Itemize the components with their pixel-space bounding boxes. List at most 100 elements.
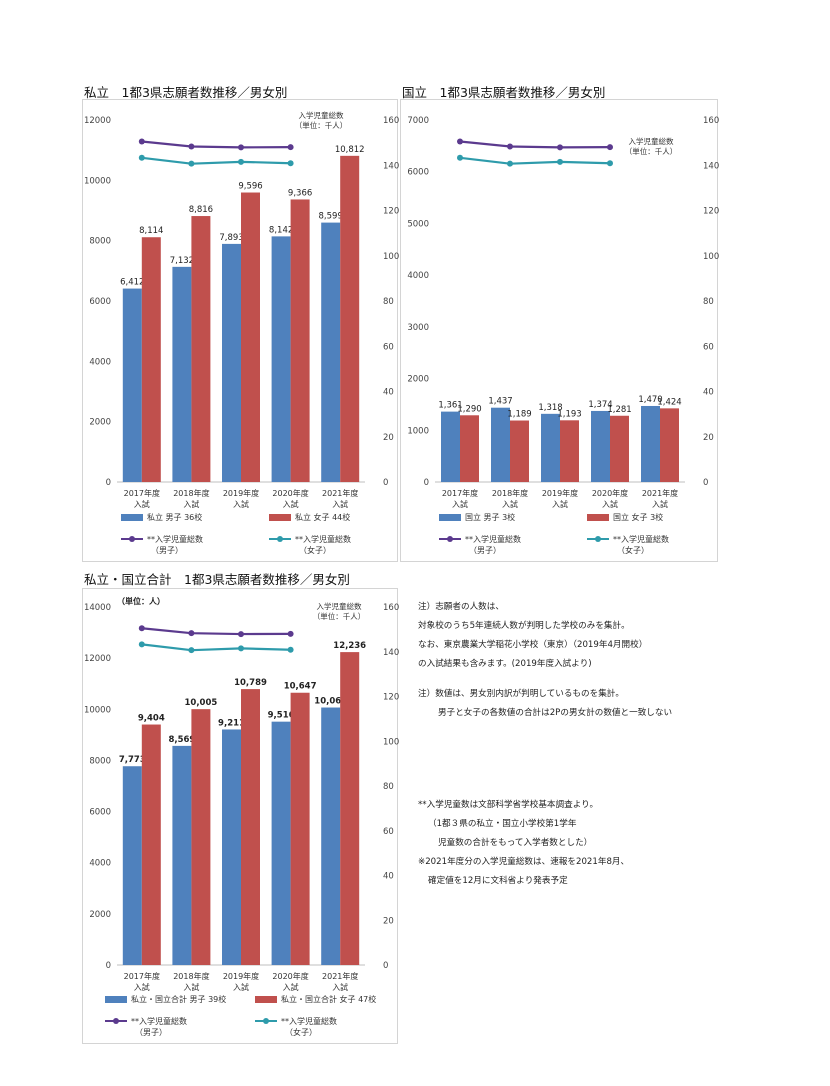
y-tick-label: 2000 [407, 375, 429, 385]
male-bar [271, 721, 291, 965]
x-tick-label: 2018年度 [173, 488, 209, 498]
male-total-point [607, 144, 613, 151]
y2-tick-label: 120 [383, 693, 399, 703]
male-bar [271, 236, 291, 482]
male-bar [321, 222, 341, 482]
y2-axis-label: （単位：千人） [625, 146, 678, 156]
male-total-point [138, 625, 145, 632]
female-bar [141, 724, 161, 965]
female-bar [191, 216, 211, 482]
x-tick-label: 2021年度 [642, 488, 678, 498]
legend-line-label: **入学児童総数 [295, 534, 351, 544]
bar-data-label: 10,005 [184, 698, 217, 708]
legend-line-label: **入学児童総数 [131, 1016, 187, 1026]
bar-data-label: 1,437 [488, 397, 512, 407]
female-bar [290, 692, 310, 965]
female-total-point [238, 158, 244, 165]
private-chart-title: 私立 1都3県志願者数推移／男女別 [84, 85, 288, 100]
female-bar [241, 689, 260, 965]
x-tick-label: 入試 [233, 982, 249, 992]
bar-data-label: 8,816 [189, 205, 213, 215]
legend-male-swatch [105, 996, 127, 1003]
y-tick-label: 3000 [407, 323, 429, 333]
legend-female-marker [595, 536, 601, 542]
y2-tick-label: 60 [383, 342, 394, 352]
bar-data-label: 8,142 [269, 225, 293, 235]
y2-tick-label: 160 [383, 603, 399, 613]
legend-male-label: 私立・国立合計 男子 39校 [131, 994, 226, 1004]
y2-tick-label: 40 [383, 872, 394, 882]
combined-chart: 0 2000 4000 6000 8000 10000 12000 14000 0 20 40 60 8… [84, 596, 399, 1037]
y-tick-label: 10000 [84, 705, 111, 715]
bar-data-label: 9,596 [238, 182, 262, 192]
male-bar [222, 729, 241, 965]
y2-tick-label: 120 [383, 207, 399, 217]
female-bar [510, 420, 529, 482]
female-total-point [457, 154, 463, 161]
bar-data-label: 1,193 [557, 409, 581, 419]
legend-female-swatch [269, 514, 291, 521]
male-total-point [507, 143, 513, 150]
legend-male-label: 国立 男子 3校 [465, 512, 515, 522]
legend-male-swatch [439, 514, 461, 521]
y-tick-label: 12000 [84, 116, 111, 126]
bar-data-label: 1,374 [588, 400, 612, 410]
private-chart: 0 2000 4000 6000 8000 10000 12000 0 20 40 60 80 100 1… [84, 110, 399, 555]
y-tick-label: 4000 [407, 271, 429, 281]
y-tick-label: 7000 [407, 116, 429, 126]
male-bar [122, 288, 142, 482]
legend-female-swatch [587, 514, 609, 521]
national-chart: 0 1000 2000 3000 4000 5000 6000 7000 0 20 40 60 80 10… [407, 116, 719, 555]
legend-male-label: 私立 男子 36校 [147, 512, 202, 522]
x-tick-label: 入試 [134, 982, 150, 992]
female-bar [340, 652, 360, 965]
y2-tick-label: 0 [383, 478, 388, 488]
x-tick-label: 2017年度 [124, 488, 160, 498]
y2-tick-label: 140 [383, 648, 399, 658]
note-line: の入試結果も含みます。(2019年度入試より) [418, 659, 592, 669]
legend-line-label: （女子） [285, 1027, 317, 1037]
y2-tick-label: 100 [703, 252, 719, 262]
y-tick-label: 8000 [89, 237, 111, 247]
female-bar [340, 155, 360, 482]
bar-data-label: 1,361 [438, 401, 462, 411]
y-tick-label: 12000 [84, 654, 111, 664]
legend-line-label: （女子） [617, 545, 649, 555]
bar-data-label: 9,211 [218, 718, 245, 728]
y2-axis-label: （単位：千人） [295, 120, 348, 130]
female-total-point [287, 160, 294, 167]
x-tick-label: 2021年度 [322, 488, 358, 498]
bar-data-label: 1,290 [457, 404, 481, 414]
female-bar [460, 415, 479, 482]
combined-chart-title: 私立・国立合計 1都3県志願者数推移／男女別 [84, 572, 350, 587]
y2-tick-label: 120 [703, 207, 719, 217]
male-bar [122, 766, 142, 965]
bar-data-label: 1,281 [607, 405, 631, 415]
y-tick-label: 14000 [84, 603, 111, 613]
bar-data-label: 9,516 [268, 711, 295, 721]
note-line: （1都３県の私立・国立小学校第1学年 [428, 819, 577, 829]
bar-data-label: 8,569 [168, 735, 195, 745]
male-total-point [457, 138, 463, 145]
male-bar [222, 243, 241, 482]
male-total-line [141, 627, 291, 636]
x-tick-label: 入試 [233, 499, 249, 509]
bar-data-label: 7,893 [219, 233, 243, 243]
x-tick-label: 入試 [134, 499, 150, 509]
x-tick-label: 2017年度 [124, 971, 160, 981]
female-total-point [138, 641, 145, 648]
bar-data-label: 9,366 [288, 188, 312, 198]
y-tick-label: 4000 [89, 859, 111, 869]
private-chart-panel: 0 2000 4000 6000 8000 10000 12000 0 20 40 60 80 100 1… [82, 99, 399, 562]
male-bar [441, 411, 460, 482]
male-bar [641, 405, 660, 482]
bar-data-label: 6,412 [120, 278, 144, 288]
male-bar [491, 407, 510, 482]
bar-data-label: 9,404 [138, 714, 165, 724]
x-tick-label: 入試 [183, 982, 199, 992]
y-tick-label: 2000 [89, 910, 111, 920]
note-line: 男子と女子の各数値の合計は2Pの男女計の数値と一致しない [438, 708, 673, 718]
y-tick-label: 6000 [89, 297, 111, 307]
y-tick-label: 0 [106, 961, 111, 971]
y-tick-label: 0 [106, 478, 111, 488]
